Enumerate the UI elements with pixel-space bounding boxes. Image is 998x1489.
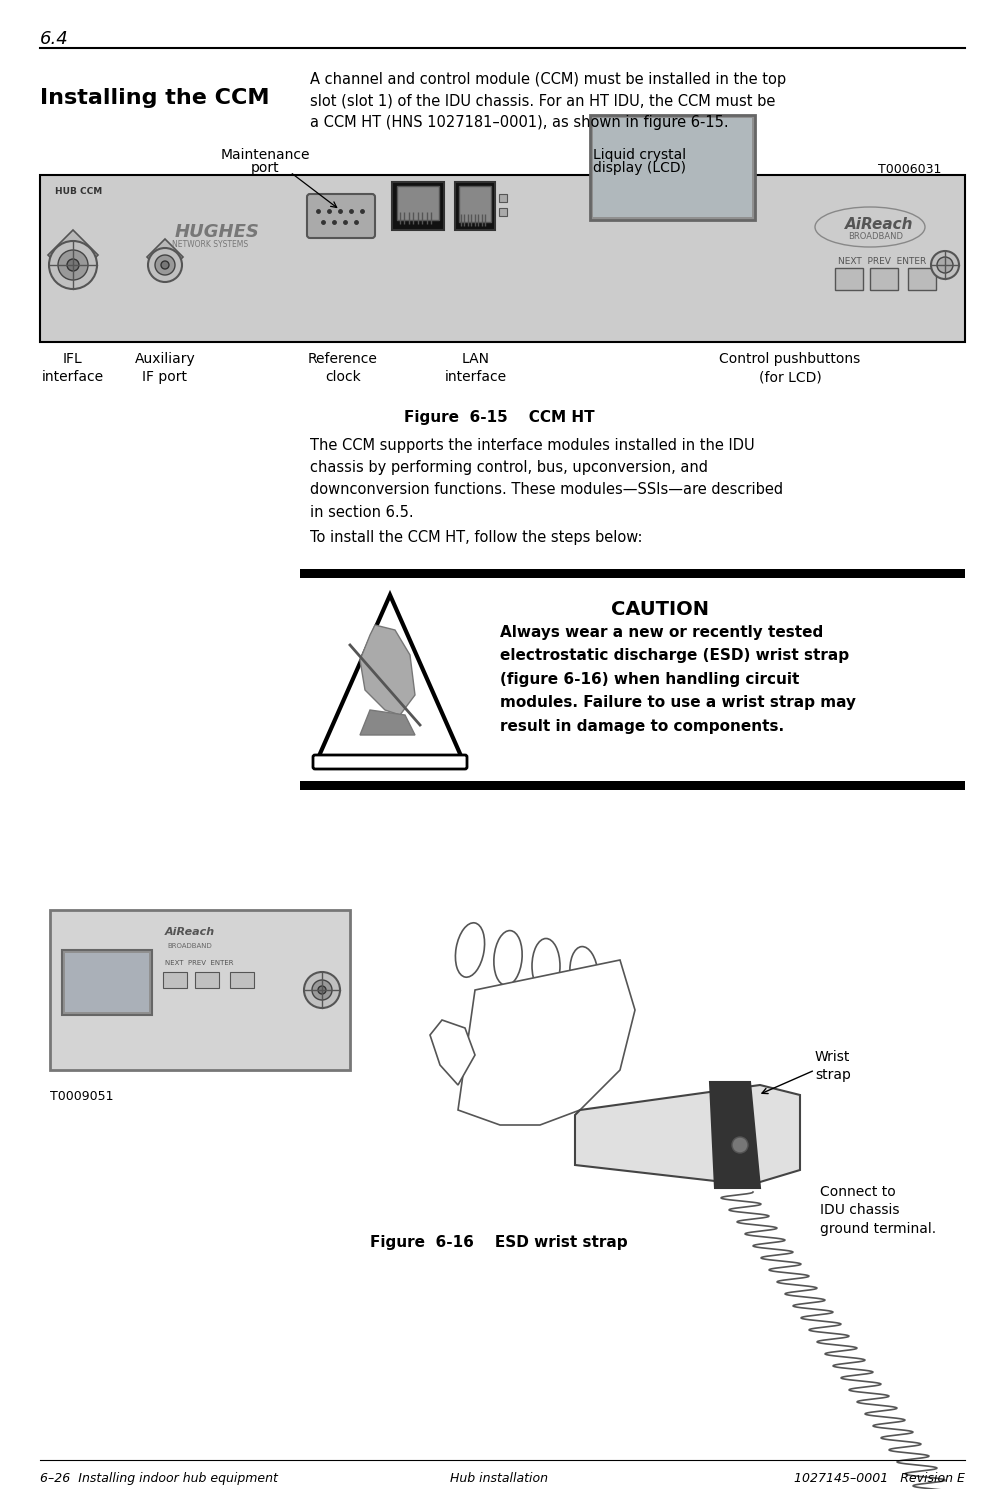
Bar xyxy=(315,765,465,777)
Text: AiReach: AiReach xyxy=(845,217,913,232)
Bar xyxy=(163,972,187,989)
Text: Always wear a new or recently tested
electrostatic discharge (ESD) wrist strap
(: Always wear a new or recently tested ele… xyxy=(500,625,856,734)
Ellipse shape xyxy=(532,938,560,993)
Bar xyxy=(590,115,755,220)
Polygon shape xyxy=(458,960,635,1126)
Circle shape xyxy=(148,249,182,281)
Polygon shape xyxy=(360,625,415,715)
Text: Connect to
IDU chassis
ground terminal.: Connect to IDU chassis ground terminal. xyxy=(820,1185,936,1236)
Text: 6–26  Installing indoor hub equipment: 6–26 Installing indoor hub equipment xyxy=(40,1473,277,1485)
Circle shape xyxy=(155,255,175,275)
Text: display (LCD): display (LCD) xyxy=(594,161,687,176)
Text: Figure  6-16    ESD wrist strap: Figure 6-16 ESD wrist strap xyxy=(370,1234,628,1249)
Bar xyxy=(499,194,507,203)
Text: AiReach: AiReach xyxy=(165,928,216,937)
Text: HUB CCM: HUB CCM xyxy=(55,188,102,197)
Bar xyxy=(908,268,936,290)
Text: 1027145–0001   Revision E: 1027145–0001 Revision E xyxy=(794,1473,965,1485)
FancyBboxPatch shape xyxy=(307,194,375,238)
Polygon shape xyxy=(48,229,98,280)
Text: LAN
interface: LAN interface xyxy=(445,351,507,384)
Text: Installing the CCM: Installing the CCM xyxy=(40,88,269,109)
Text: 6.4: 6.4 xyxy=(40,30,69,48)
Polygon shape xyxy=(430,1020,475,1085)
Text: NEXT  PREV  ENTER: NEXT PREV ENTER xyxy=(838,258,926,267)
Polygon shape xyxy=(710,1083,760,1188)
Polygon shape xyxy=(147,240,183,275)
Circle shape xyxy=(312,980,332,1001)
Text: The CCM supports the interface modules installed in the IDU
chassis by performin: The CCM supports the interface modules i… xyxy=(310,438,783,520)
Bar xyxy=(230,972,254,989)
Text: BROADBAND: BROADBAND xyxy=(848,232,903,241)
Polygon shape xyxy=(360,710,415,736)
Ellipse shape xyxy=(455,923,485,977)
Bar xyxy=(499,208,507,216)
Circle shape xyxy=(304,972,340,1008)
Text: T0009051: T0009051 xyxy=(50,1090,114,1103)
Text: Reference
clock: Reference clock xyxy=(308,351,378,384)
Text: Control pushbuttons
(for LCD): Control pushbuttons (for LCD) xyxy=(720,351,860,384)
Bar xyxy=(835,268,863,290)
Text: To install the CCM HT, follow the steps below:: To install the CCM HT, follow the steps … xyxy=(310,530,643,545)
Bar xyxy=(392,182,444,229)
Text: Maintenance: Maintenance xyxy=(221,147,309,162)
Circle shape xyxy=(318,986,326,995)
Bar xyxy=(50,910,350,1071)
Text: T0006031: T0006031 xyxy=(878,162,942,176)
Bar xyxy=(593,118,752,217)
Bar xyxy=(300,782,965,791)
Ellipse shape xyxy=(494,931,522,986)
Text: Liquid crystal: Liquid crystal xyxy=(594,147,687,162)
Bar xyxy=(40,176,965,342)
Bar xyxy=(870,268,898,290)
Text: IFL
interface: IFL interface xyxy=(42,351,104,384)
Bar xyxy=(65,953,149,1013)
FancyBboxPatch shape xyxy=(313,755,467,768)
Text: CAUTION: CAUTION xyxy=(611,600,709,619)
Text: Figure  6-15    CCM HT: Figure 6-15 CCM HT xyxy=(403,409,595,424)
Text: Auxiliary
IF port: Auxiliary IF port xyxy=(135,351,196,384)
Text: Wrist
strap: Wrist strap xyxy=(815,1050,851,1083)
Text: port: port xyxy=(250,161,279,176)
Bar xyxy=(455,182,495,229)
Circle shape xyxy=(161,261,169,270)
Text: HUGHES: HUGHES xyxy=(175,223,259,241)
Bar xyxy=(62,950,152,1015)
Circle shape xyxy=(49,241,97,289)
Circle shape xyxy=(931,252,959,278)
Text: NEXT  PREV  ENTER: NEXT PREV ENTER xyxy=(165,960,234,966)
Ellipse shape xyxy=(570,947,598,1002)
Polygon shape xyxy=(315,596,465,765)
Text: NETWORK SYSTEMS: NETWORK SYSTEMS xyxy=(172,240,249,249)
Circle shape xyxy=(937,258,953,272)
Bar xyxy=(459,186,491,222)
Circle shape xyxy=(58,250,88,280)
Circle shape xyxy=(732,1138,748,1152)
Circle shape xyxy=(67,259,79,271)
Bar xyxy=(397,186,439,220)
Bar xyxy=(195,972,219,989)
Polygon shape xyxy=(575,1085,800,1185)
Bar xyxy=(300,569,965,578)
Text: BROADBAND: BROADBAND xyxy=(167,943,212,948)
Text: Hub installation: Hub installation xyxy=(450,1473,548,1485)
Text: A channel and control module (CCM) must be installed in the top
slot (slot 1) of: A channel and control module (CCM) must … xyxy=(310,71,786,130)
